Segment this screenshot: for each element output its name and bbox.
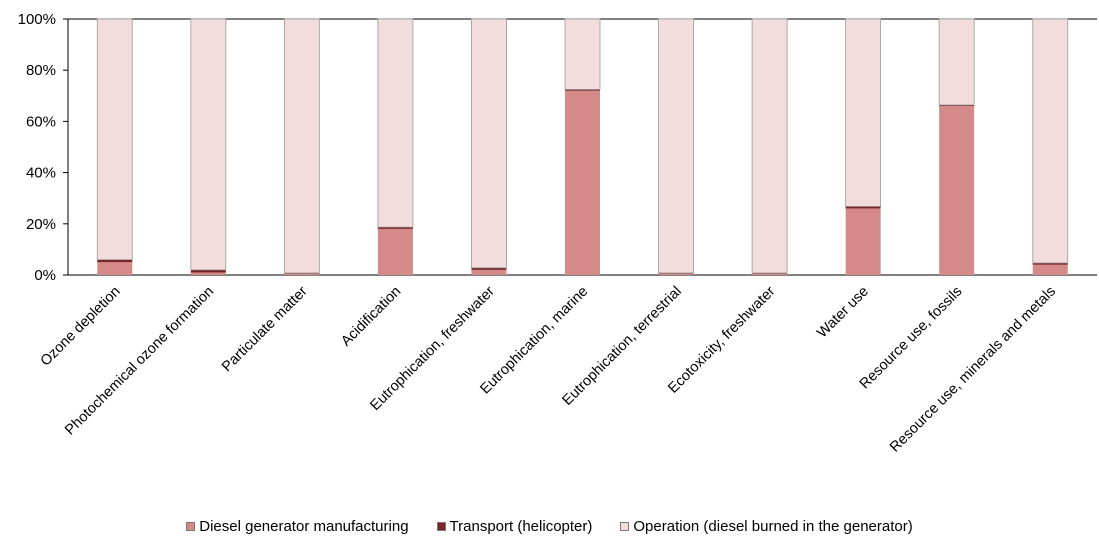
legend-label: Transport (helicopter): [449, 518, 593, 535]
bar-segment-operation: [658, 18, 694, 274]
bar-segment-manufacturing: [752, 273, 788, 275]
stacked-bar-chart: 0% 20% 40% 60% 80% 100% Ozone depletionPhotoch…: [18, 11, 1097, 456]
bar-segment-operation: [938, 18, 975, 106]
x-category-label: Photochemical ozone formation: [62, 284, 217, 439]
bar-segment-transport: [471, 267, 507, 270]
bar-segment-operation: [471, 18, 507, 269]
x-category-label: Resource use, fossils: [857, 284, 966, 393]
x-category-label: Resource use, minerals and metals: [887, 284, 1059, 456]
bar-segment-manufacturing: [284, 273, 320, 275]
bar-segment-manufacturing: [658, 273, 694, 275]
bar-segment-manufacturing: [190, 272, 226, 275]
legend-item: Transport (helicopter): [436, 518, 593, 535]
bar-segment-operation: [1032, 18, 1069, 264]
bar-segment-manufacturing: [377, 228, 413, 275]
bar-segment-transport: [377, 227, 413, 229]
bar-segment-transport: [190, 269, 226, 273]
bar-segment-operation: [96, 18, 133, 261]
bar-segment-operation: [751, 18, 788, 274]
x-category-label: Water use: [814, 284, 872, 342]
x-category-label: Eutrophication, marine: [477, 284, 591, 398]
bar-segment-transport: [565, 89, 600, 91]
legend-swatch: [186, 522, 196, 531]
legend: Diesel generator manufacturing Transport …: [0, 518, 1099, 535]
x-category-label: Ecotoxicity, freshwater: [665, 283, 778, 396]
y-tick-label: 60%: [26, 113, 56, 130]
bar-segment-manufacturing: [939, 106, 975, 275]
bar-segment-transport: [1032, 262, 1068, 265]
legend-item: Diesel generator manufacturing: [186, 518, 409, 535]
legend-swatch: [620, 522, 630, 531]
legend-label: Operation (diesel burned in the generato…: [633, 518, 913, 535]
y-tick-label: 40%: [26, 165, 56, 182]
bar-segment-manufacturing: [1032, 264, 1068, 275]
legend-label: Diesel generator manufacturing: [199, 518, 409, 535]
bar-segment-operation: [377, 18, 414, 228]
y-tick-label: 0%: [34, 267, 56, 284]
bar-segment-manufacturing: [565, 90, 600, 276]
bar-segment-transport: [939, 105, 975, 107]
x-category-label: Acidification: [338, 284, 404, 350]
bar-segment-operation: [564, 18, 601, 90]
bar-segment-operation: [845, 18, 882, 207]
bar-segment-operation: [283, 18, 320, 274]
legend-swatch: [436, 522, 446, 531]
bar-segment-manufacturing: [845, 208, 881, 275]
bar-segment-manufacturing: [471, 269, 507, 275]
legend-item: Operation (diesel burned in the generato…: [620, 518, 913, 535]
y-tick-label: 20%: [26, 216, 56, 233]
bar-segment-operation: [190, 18, 227, 271]
y-tick-label: 80%: [26, 62, 56, 79]
x-category-label: Ozone depletion: [38, 284, 124, 370]
bar-segment-transport: [97, 259, 133, 263]
bar-segment-manufacturing: [97, 262, 133, 275]
y-tick-label: 100%: [18, 11, 56, 28]
x-category-label: Particulate matter: [219, 283, 311, 375]
bar-segment-transport: [845, 206, 881, 209]
